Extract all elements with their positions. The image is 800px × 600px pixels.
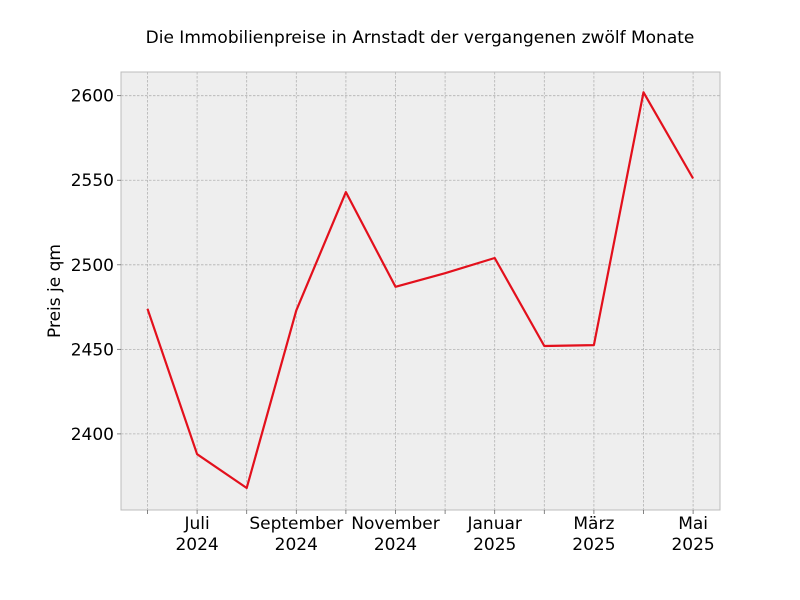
grid-lines bbox=[121, 72, 720, 510]
y-axis: 2400 2450 2500 2550 2600 bbox=[71, 87, 121, 445]
y-axis-label: Preis je qm bbox=[45, 244, 65, 338]
x-tick-label: März bbox=[573, 514, 614, 534]
y-tick-label: 2600 bbox=[71, 87, 114, 107]
plot-frame bbox=[120, 71, 721, 511]
y-tick-label: 2400 bbox=[71, 425, 114, 445]
x-tick-label-year: 2025 bbox=[671, 535, 714, 555]
x-tick-label-year: 2024 bbox=[175, 535, 218, 555]
x-tick-label-year: 2024 bbox=[374, 535, 417, 555]
x-tick-label: Januar bbox=[467, 514, 522, 534]
y-tick-label: 2450 bbox=[71, 340, 114, 360]
chart-title: Die Immobilienpreise in Arnstadt der ver… bbox=[146, 28, 695, 48]
series-group bbox=[146, 91, 695, 490]
x-tick-label: November bbox=[351, 514, 439, 534]
x-tick-label: Mai bbox=[678, 514, 708, 534]
y-tick-label: 2500 bbox=[71, 256, 114, 276]
x-tick-label: September bbox=[249, 514, 343, 534]
y-tick-label: 2550 bbox=[71, 171, 114, 191]
x-axis: Juli2024September2024November2024Januar2… bbox=[147, 510, 715, 555]
x-tick-label-year: 2025 bbox=[572, 535, 615, 555]
series-line bbox=[146, 91, 695, 490]
plot-area bbox=[121, 72, 720, 510]
x-tick-label-year: 2024 bbox=[275, 535, 318, 555]
x-tick-label-year: 2025 bbox=[473, 535, 516, 555]
x-tick-label: Juli bbox=[183, 514, 209, 534]
